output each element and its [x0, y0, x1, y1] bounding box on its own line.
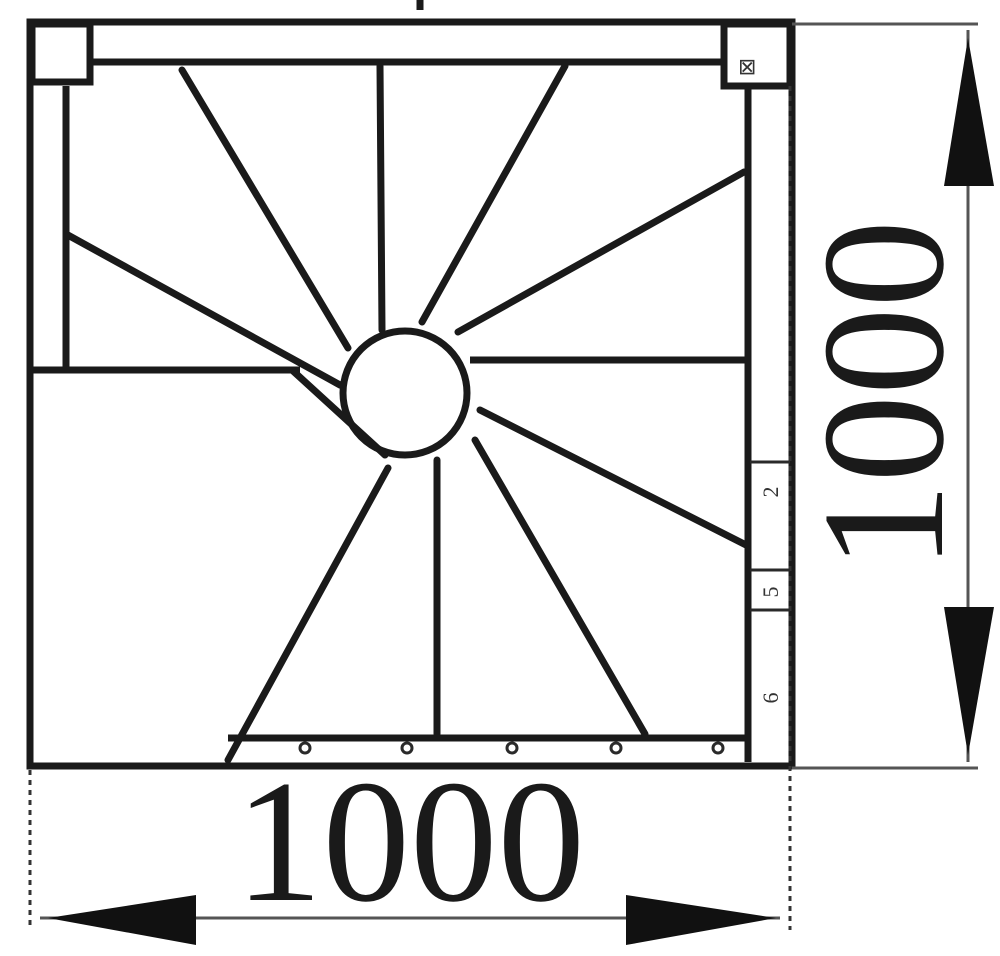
- bottom-tick-5: [711, 741, 725, 755]
- tread-1: [178, 66, 352, 352]
- height-arrow-down: [944, 607, 994, 755]
- side-mark-2: 5: [758, 587, 783, 598]
- width-label: 1000: [235, 744, 585, 938]
- width-arrow-right: [626, 895, 776, 945]
- height-arrow-up: [944, 38, 994, 186]
- bottom-strip-ticks: [298, 741, 725, 755]
- outer-frame: [26, 18, 796, 770]
- bottom-tick-2: [400, 741, 414, 755]
- corner-post-top-right: [720, 20, 794, 90]
- tread-9: [62, 230, 344, 389]
- tread-2: [376, 62, 386, 334]
- tread-4: [454, 168, 748, 336]
- radial-treads: [62, 62, 752, 764]
- width-arrow-left: [48, 895, 196, 945]
- bottom-tick-1: [298, 741, 312, 755]
- tread-10: [288, 366, 389, 459]
- tread-3: [418, 62, 569, 326]
- central-newel-post: [339, 327, 471, 459]
- bottom-tick-3: [505, 741, 519, 755]
- corner-mark: ⊠: [738, 54, 756, 79]
- corner-post-top-left: [28, 20, 94, 86]
- tread-6: [471, 436, 649, 738]
- height-label: 1000: [786, 220, 980, 570]
- side-mark-3: 6: [758, 693, 783, 704]
- tread-5: [476, 406, 752, 550]
- side-mark-1: 2: [758, 487, 783, 498]
- bottom-tick-4: [609, 741, 623, 755]
- tread-8: [224, 464, 392, 764]
